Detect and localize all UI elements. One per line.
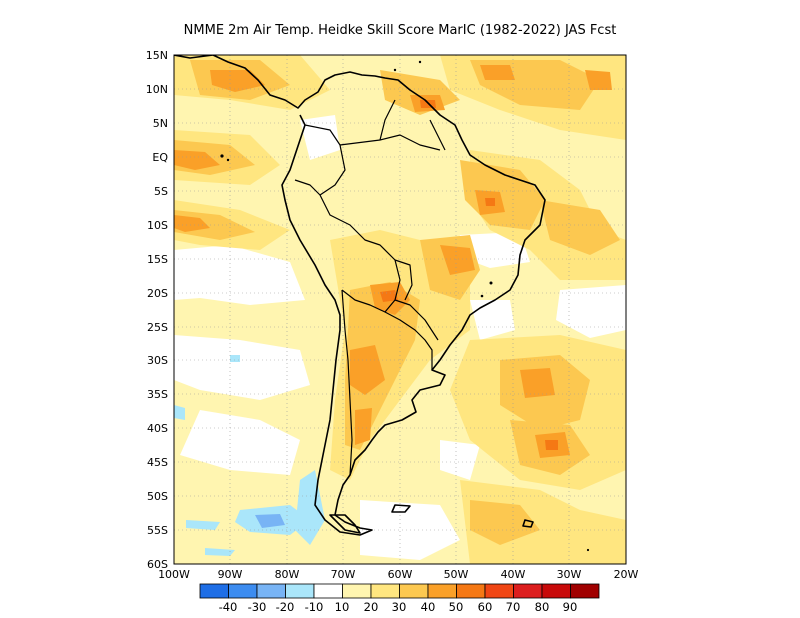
lat-label: 35S	[147, 388, 168, 401]
lat-label: 25S	[147, 321, 168, 334]
colorbar-label: -10	[305, 600, 324, 614]
colorbar-label: 70	[506, 600, 521, 614]
latitude-axis: 15N 10N 5N EQ 5S 10S 15S 20S 25S 30S 35S…	[146, 49, 169, 571]
colorbar-swatch	[342, 583, 372, 599]
colorbar-swatches	[199, 583, 600, 599]
colorbar-swatch	[513, 583, 543, 599]
longitude-axis: 100W 90W 80W 70W 60W 50W 40W 30W 20W	[158, 568, 638, 581]
colorbar-label: -30	[248, 600, 267, 614]
colorbar-swatch	[570, 583, 600, 599]
map-title: NMME 2m Air Temp. Heidke Skill Score Mar…	[184, 23, 617, 38]
lon-label: 20W	[614, 568, 639, 581]
colorbar-swatch	[313, 583, 343, 599]
colorbar-label: 10	[335, 600, 350, 614]
lat-label: 20S	[147, 287, 168, 300]
graticule	[174, 55, 626, 564]
colorbar-swatch	[199, 583, 229, 599]
lon-label: 50W	[444, 568, 469, 581]
colorbar-label: 20	[364, 600, 379, 614]
lat-label: 5S	[154, 185, 168, 198]
lat-label: 15S	[147, 253, 168, 266]
coastlines	[174, 55, 546, 536]
colorbar-label: 80	[535, 600, 550, 614]
lat-label: 40S	[147, 422, 168, 435]
colorbar-swatch	[399, 583, 429, 599]
colorbar-swatch	[256, 583, 286, 599]
colorbar-swatch	[484, 583, 514, 599]
colorbar-swatch	[370, 583, 400, 599]
lat-label: 55S	[147, 524, 168, 537]
colorbar: -40 -30 -20 -10 10 20 30 40 50 60 70 80 …	[199, 583, 600, 614]
country-borders	[294, 99, 446, 476]
colorbar-label: -40	[219, 600, 238, 614]
lon-label: 40W	[501, 568, 526, 581]
lat-label: 10N	[146, 83, 168, 96]
colorbar-label: 30	[392, 600, 407, 614]
islands	[220, 60, 590, 552]
lat-label: 5N	[153, 117, 168, 130]
lat-label: 60S	[147, 558, 168, 571]
colorbar-swatch	[285, 583, 315, 599]
lon-label: 70W	[331, 568, 356, 581]
colorbar-label: 60	[478, 600, 493, 614]
colorbar-swatch	[228, 583, 258, 599]
plot-frame	[173, 54, 627, 565]
lat-label: 15N	[146, 49, 168, 62]
lat-label: EQ	[152, 151, 168, 164]
lon-label: 60W	[388, 568, 413, 581]
lat-label: 50S	[147, 490, 168, 503]
map-plot-area	[174, 55, 626, 564]
lat-label: 30S	[147, 354, 168, 367]
colorbar-label: 90	[563, 600, 578, 614]
colorbar-swatch	[456, 583, 486, 599]
lon-label: 30W	[557, 568, 582, 581]
lat-label: 45S	[147, 456, 168, 469]
colorbar-swatch	[541, 583, 571, 599]
lon-label: 80W	[275, 568, 300, 581]
colorbar-label: 40	[421, 600, 436, 614]
lon-label: 90W	[218, 568, 243, 581]
lon-label: 100W	[158, 568, 190, 581]
colorbar-label: 50	[449, 600, 464, 614]
colorbar-label: -20	[276, 600, 295, 614]
lat-label: 10S	[147, 219, 168, 232]
colorbar-swatch	[427, 583, 457, 599]
